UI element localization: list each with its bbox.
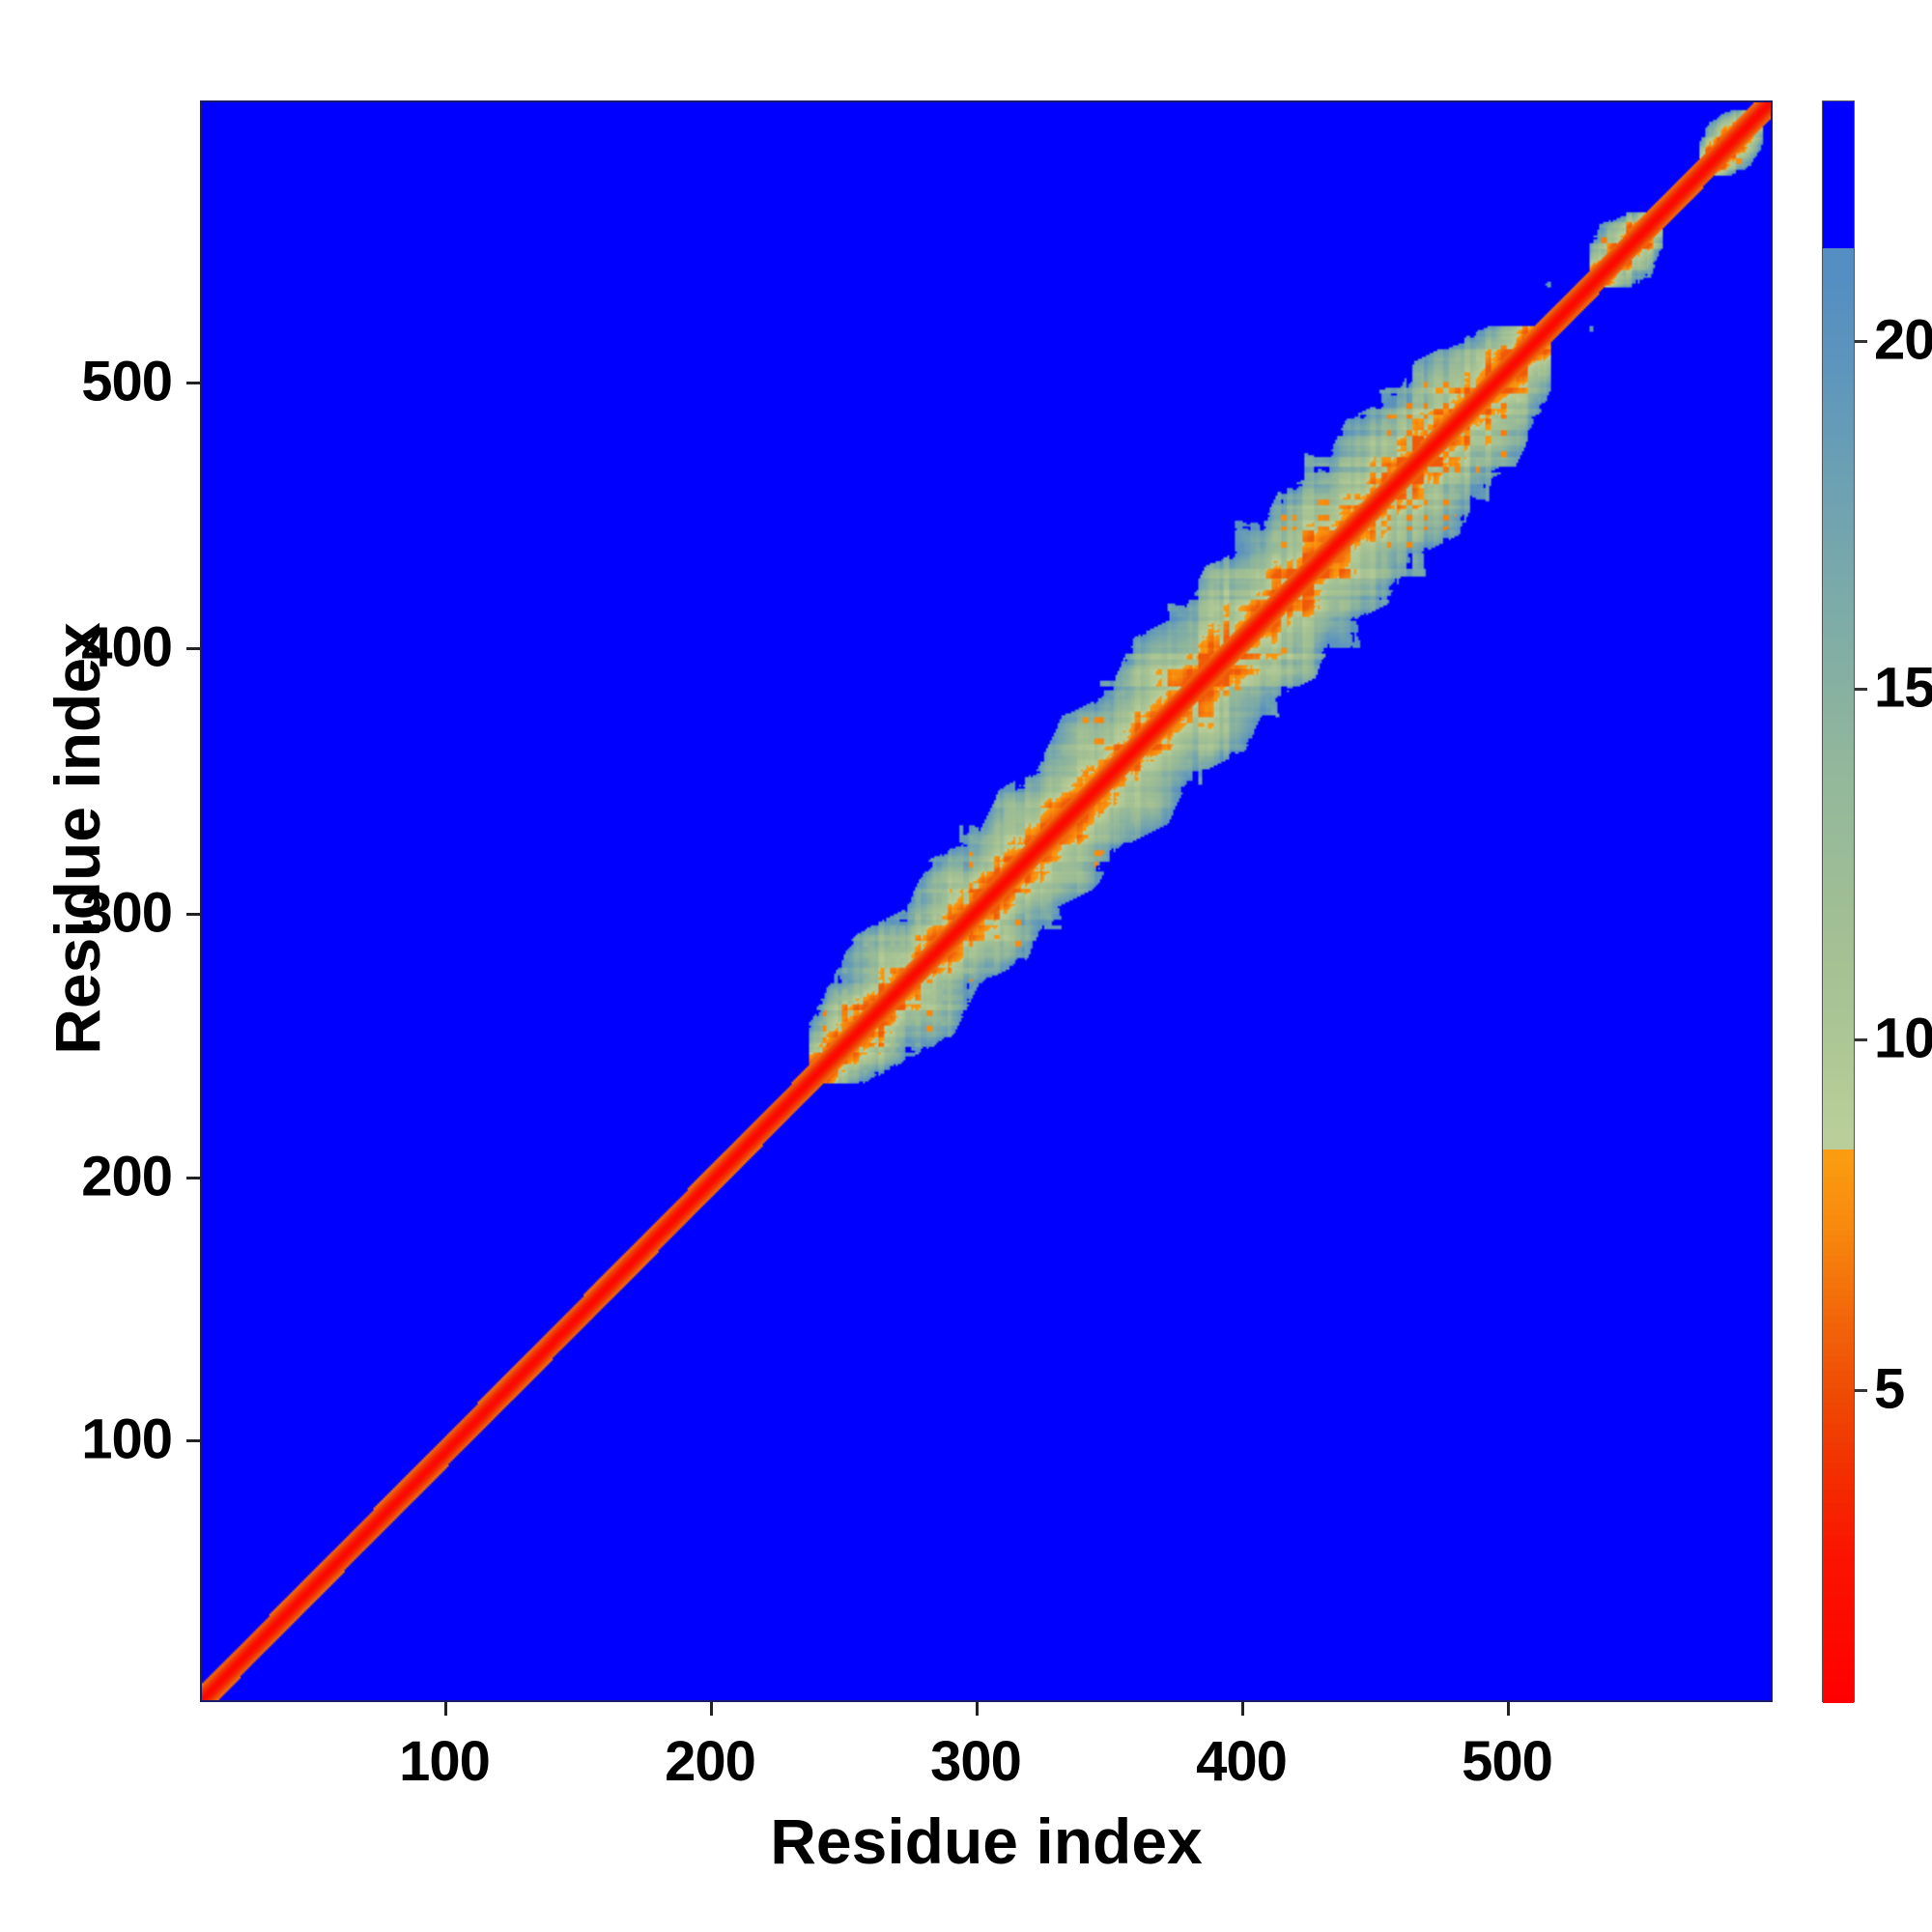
heatmap-plot-area [200, 100, 1773, 1702]
y-tick-label-200: 200 [81, 1145, 173, 1208]
y-tick-label-400: 400 [81, 615, 173, 679]
distance-matrix-heatmap [202, 102, 1771, 1700]
x-axis-title: Residue index [770, 1805, 1203, 1877]
y-tick-mark-400 [186, 647, 200, 650]
colorbar-tick-label-15: 15 [1874, 656, 1932, 720]
y-tick-label-300: 300 [81, 881, 173, 945]
x-tick-label-300: 300 [930, 1730, 1022, 1793]
colorbar-tick-label-5: 5 [1874, 1357, 1905, 1421]
x-tick-mark-400 [1241, 1702, 1244, 1716]
colorbar-tick-mark-5 [1855, 1389, 1867, 1392]
x-tick-label-400: 400 [1196, 1730, 1288, 1793]
colorbar-container [1822, 100, 1855, 1704]
y-tick-mark-100 [186, 1439, 200, 1442]
x-tick-label-500: 500 [1462, 1730, 1553, 1793]
x-tick-mark-500 [1507, 1702, 1510, 1716]
x-tick-mark-100 [444, 1702, 447, 1716]
colorbar-tick-mark-20 [1855, 340, 1867, 343]
y-tick-mark-200 [186, 1177, 200, 1179]
x-tick-mark-200 [710, 1702, 713, 1716]
x-tick-label-200: 200 [665, 1730, 756, 1793]
y-tick-mark-300 [186, 913, 200, 916]
colorbar-tick-label-10: 10 [1874, 1007, 1932, 1070]
x-tick-label-100: 100 [399, 1730, 491, 1793]
x-tick-mark-300 [976, 1702, 979, 1716]
colorbar-tick-mark-10 [1855, 1038, 1867, 1041]
y-axis-title: Residue index [42, 622, 113, 1055]
colorbar-gradient [1822, 100, 1855, 1704]
colorbar-tick-mark-15 [1855, 688, 1867, 691]
y-tick-label-100: 100 [81, 1407, 173, 1471]
y-tick-label-500: 500 [81, 350, 173, 413]
y-tick-mark-500 [186, 382, 200, 384]
colorbar-tick-label-20: 20 [1874, 308, 1932, 372]
